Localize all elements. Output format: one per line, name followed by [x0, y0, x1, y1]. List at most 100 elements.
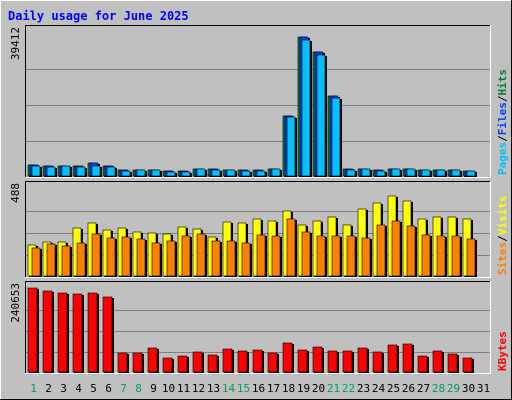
day-label-13: 13: [207, 382, 220, 395]
chart-title: Daily usage for June 2025: [8, 9, 189, 23]
bar-sites-day-4: [76, 242, 86, 277]
bar-pages-day-28: [436, 169, 446, 177]
bar-kbytes-day-11: [177, 355, 188, 373]
bar-sites-day-30: [466, 238, 476, 277]
bar-pages-day-11: [181, 171, 191, 177]
bar-pages-day-19: [301, 39, 311, 177]
day-label-12: 12: [192, 382, 205, 395]
bar-pages-day-9: [151, 169, 161, 177]
bar-sites-day-19: [301, 231, 311, 277]
day-label-16: 16: [252, 382, 265, 395]
bar-kbytes-day-21: [327, 350, 338, 373]
day-label-29: 29: [447, 382, 460, 395]
bar-kbytes-day-28: [432, 350, 443, 373]
day-label-27: 27: [417, 382, 430, 395]
day-label-28: 28: [432, 382, 445, 395]
bar-kbytes-day-2: [42, 290, 53, 373]
bar-sites-day-9: [151, 242, 161, 277]
bar-sites-day-5: [91, 233, 101, 277]
bar-pages-day-18: [286, 116, 296, 177]
day-label-10: 10: [162, 382, 175, 395]
legend-pages: Pages: [496, 142, 509, 175]
bar-pages-day-29: [451, 169, 461, 177]
bar-pages-day-22: [346, 169, 356, 177]
legend-sites: Sites: [496, 242, 509, 275]
bar-kbytes-day-18: [282, 342, 293, 373]
bar-kbytes-day-25: [387, 344, 398, 373]
bar-pages-day-27: [421, 169, 431, 177]
bar-sites-day-21: [331, 235, 341, 277]
bar-sites-day-20: [316, 235, 326, 277]
day-label-19: 19: [297, 382, 310, 395]
bar-sites-day-29: [451, 235, 461, 277]
chart-panels: 39412Pages/Files/Hits488Sites/Visits2406…: [9, 25, 509, 374]
bar-sites-day-27: [421, 234, 431, 277]
day-label-14: 14: [222, 382, 236, 395]
day-label-23: 23: [357, 382, 370, 395]
bar-sites-day-10: [166, 240, 176, 277]
day-label-25: 25: [387, 382, 400, 395]
day-label-15: 15: [237, 382, 250, 395]
bar-kbytes-day-13: [207, 354, 218, 373]
bar-pages-day-1: [31, 165, 41, 177]
bar-pages-day-13: [211, 169, 221, 177]
bar-kbytes-day-3: [57, 292, 68, 373]
bar-kbytes-day-12: [192, 351, 203, 373]
legend-files: Files: [496, 102, 509, 135]
bar-kbytes-day-7: [117, 352, 128, 373]
bar-pages-day-24: [376, 170, 386, 177]
day-label-26: 26: [402, 382, 415, 395]
bar-sites-day-2: [46, 243, 56, 277]
bar-kbytes-day-15: [237, 350, 248, 373]
bar-sites-day-14: [226, 240, 236, 277]
bar-sites-day-7: [121, 236, 131, 277]
bar-kbytes-day-23: [357, 347, 368, 373]
day-label-3: 3: [60, 382, 67, 395]
day-label-24: 24: [372, 382, 386, 395]
bar-kbytes-day-1: [27, 287, 38, 373]
panel-visits-sites: 488 Sites/Visits: [9, 181, 509, 278]
bar-kbytes-day-20: [312, 346, 323, 373]
bar-kbytes-day-6: [102, 296, 113, 373]
bar-sites-day-3: [61, 245, 71, 277]
legend-separator: /: [496, 235, 509, 242]
bar-pages-day-26: [406, 168, 416, 177]
legend-hits: Hits: [496, 69, 509, 96]
day-label-18: 18: [282, 382, 295, 395]
day-label-22: 22: [342, 382, 355, 395]
bar-sites-day-22: [346, 235, 356, 277]
bar-pages-day-6: [106, 166, 116, 177]
bar-pages-day-10: [166, 171, 176, 177]
bar-sites-day-26: [406, 225, 416, 277]
y-max-label: 39412: [9, 27, 22, 60]
bar-sites-day-6: [106, 237, 116, 277]
bar-sites-day-18: [286, 218, 296, 277]
day-label-2: 2: [45, 382, 52, 395]
bar-pages-day-17: [271, 168, 281, 177]
bar-kbytes-day-14: [222, 348, 233, 373]
day-label-21: 21: [327, 382, 340, 395]
bar-sites-day-1: [31, 247, 41, 277]
legend-separator: /: [496, 135, 509, 142]
day-label-9: 9: [150, 382, 157, 395]
bar-sites-day-15: [241, 242, 251, 277]
bar-sites-day-13: [211, 240, 221, 277]
day-label-11: 11: [177, 382, 190, 395]
day-label-20: 20: [312, 382, 325, 395]
day-label-1: 1: [30, 382, 37, 395]
bar-sites-day-8: [136, 238, 146, 277]
day-label-17: 17: [267, 382, 280, 395]
day-labels: 1 2 3 4 5 6 7 8 9 10 11 12 13 14 15 16 17 18 19 20 21 22 23 24 2…: [30, 382, 490, 395]
bar-kbytes-day-5: [87, 292, 98, 373]
legend-visits: Visits: [496, 196, 509, 236]
bar-kbytes-day-8: [132, 352, 143, 373]
bar-kbytes-day-9: [147, 347, 158, 373]
y-max-label: 488: [9, 183, 22, 203]
bar-kbytes-day-16: [252, 349, 263, 373]
day-label-7: 7: [120, 382, 127, 395]
legend-kbytes: KBytes: [496, 331, 509, 371]
y-max-label: 240653: [9, 283, 22, 323]
bar-pages-day-21: [331, 97, 341, 177]
